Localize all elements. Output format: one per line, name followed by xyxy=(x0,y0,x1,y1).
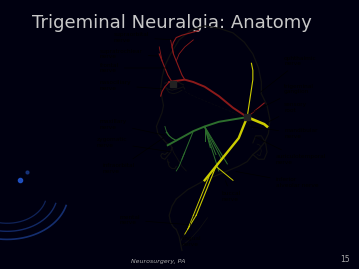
Text: auriculotemporal
nerve: auriculotemporal nerve xyxy=(255,137,326,165)
Text: maxillary
nerve: maxillary nerve xyxy=(100,119,165,135)
Text: mental
nerve: mental nerve xyxy=(120,215,188,225)
Text: sensory
root: sensory root xyxy=(267,102,307,123)
Text: ophthalmic
nerve: ophthalmic nerve xyxy=(261,56,317,92)
Text: buccal
nerve: buccal nerve xyxy=(222,180,241,202)
Text: supratrochlear
nerve: supratrochlear nerve xyxy=(100,48,158,59)
Text: supraorbital
nerve: supraorbital nerve xyxy=(114,32,173,43)
Text: nasociliary
nerve: nasociliary nerve xyxy=(100,80,162,91)
Text: inferior
alveolar nerve: inferior alveolar nerve xyxy=(236,171,318,188)
Text: zygomatic
nerve: zygomatic nerve xyxy=(97,137,171,152)
Text: trigeminal
ganglion: trigeminal ganglion xyxy=(250,84,314,114)
Text: Trigeminal Neuralgia: Anatomy: Trigeminal Neuralgia: Anatomy xyxy=(32,14,312,32)
Text: 15: 15 xyxy=(340,255,349,264)
Text: frontal
nerve: frontal nerve xyxy=(100,63,168,73)
Text: infraorbital
nerve: infraorbital nerve xyxy=(103,137,164,174)
Text: Neurosurgery, PA: Neurosurgery, PA xyxy=(131,259,185,264)
Text: lingual
nerve: lingual nerve xyxy=(182,223,201,247)
Text: mandibular
nerve: mandibular nerve xyxy=(250,127,318,139)
